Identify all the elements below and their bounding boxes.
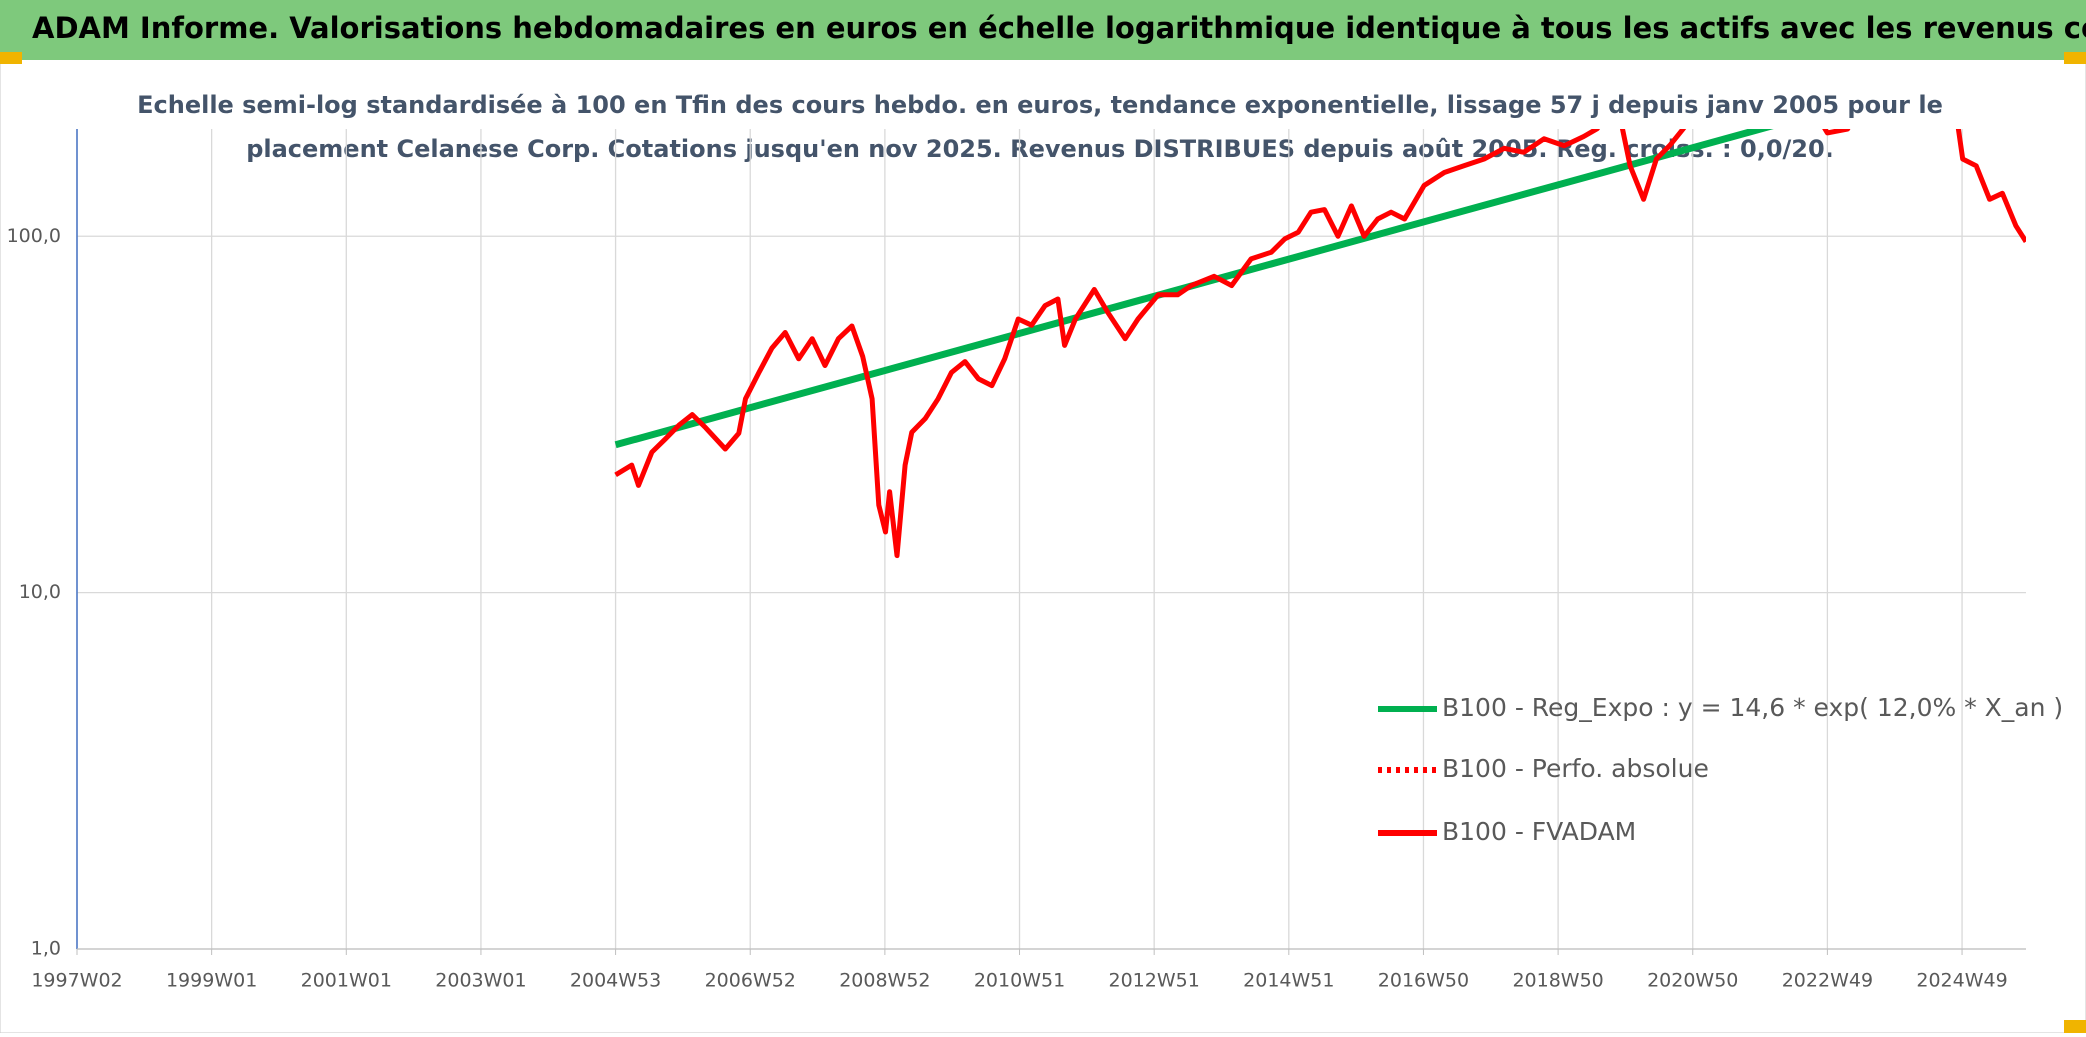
x-tick-label: 2001W01	[301, 970, 392, 992]
x-tick-label: 2004W53	[570, 970, 661, 992]
x-tick-label: 2012W51	[1109, 970, 1200, 992]
title-bar	[0, 0, 2086, 60]
x-tick-label: 2022W49	[1782, 970, 1873, 992]
y-tick-label: 100,0	[7, 225, 61, 247]
y-tick-label: 10,0	[19, 581, 61, 603]
x-tick-label: 2016W50	[1378, 970, 1469, 992]
corner	[0, 52, 22, 64]
page-title: ADAM Informe. Valorisations hebdomadaire…	[32, 11, 2086, 45]
y-tick-label: 1,0	[31, 938, 61, 960]
corner	[2064, 52, 2086, 64]
legend-label: B100 - Perfo. absolue	[1442, 754, 1709, 783]
plot-area	[614, 129, 2026, 559]
corner	[2064, 1020, 2086, 1033]
series-line	[614, 129, 1774, 449]
series-line	[614, 129, 2026, 559]
x-tick-label: 2006W52	[705, 970, 796, 992]
x-tick-label: 2024W49	[1916, 970, 2007, 992]
x-tick-label: 1997W02	[31, 970, 122, 992]
x-tick-label: 2008W52	[839, 970, 930, 992]
subtitle: Echelle semi-log standardisée à 100 en T…	[137, 91, 1943, 119]
x-tick-label: 2014W51	[1243, 970, 1334, 992]
x-tick-label: 1999W01	[166, 970, 257, 992]
x-tick-label: 2010W51	[974, 970, 1065, 992]
legend-label: B100 - Reg_Expo : y = 14,6 * exp( 12,0% …	[1442, 693, 2063, 722]
x-tick-label: 2018W50	[1512, 970, 1603, 992]
x-tick-label: 2020W50	[1647, 970, 1738, 992]
x-tick-label: 2003W01	[435, 970, 526, 992]
legend-label: B100 - FVADAM	[1442, 817, 1636, 846]
subtitle: placement Celanese Corp. Cotations jusqu…	[246, 135, 1834, 163]
